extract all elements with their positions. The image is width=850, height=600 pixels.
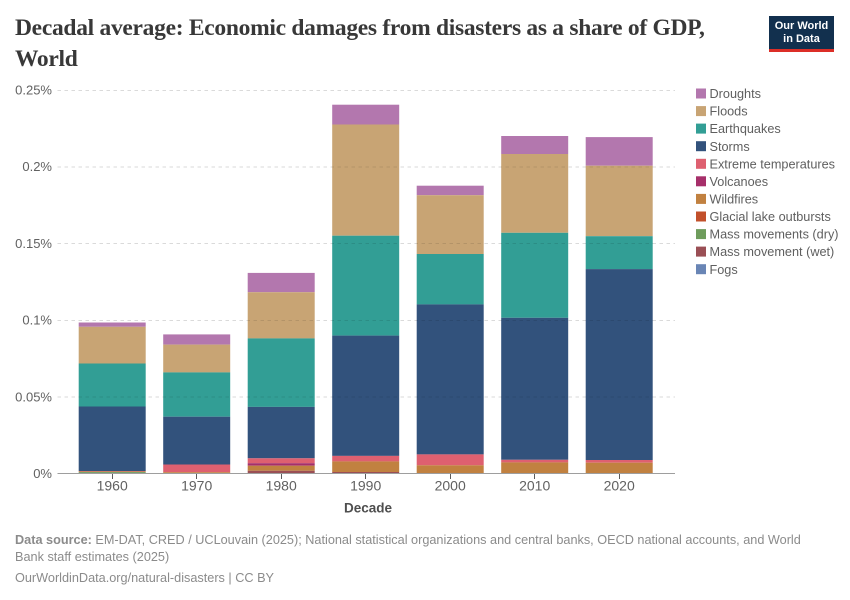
- svg-text:2020: 2020: [604, 478, 635, 494]
- svg-text:1980: 1980: [266, 478, 297, 494]
- svg-text:0.15%: 0.15%: [15, 236, 52, 251]
- svg-text:Glacial lake outbursts: Glacial lake outbursts: [710, 210, 831, 224]
- svg-text:Decade: Decade: [344, 501, 393, 516]
- svg-text:Extreme temperatures: Extreme temperatures: [710, 157, 836, 171]
- svg-text:1990: 1990: [350, 478, 381, 494]
- svg-text:Volcanoes: Volcanoes: [710, 175, 769, 189]
- svg-text:Wildfires: Wildfires: [710, 193, 759, 207]
- svg-text:2000: 2000: [435, 478, 466, 494]
- svg-text:Floods: Floods: [710, 105, 748, 119]
- svg-text:0.25%: 0.25%: [15, 83, 52, 98]
- svg-text:Droughts: Droughts: [710, 87, 761, 101]
- svg-text:Fogs: Fogs: [710, 263, 738, 277]
- svg-text:0.1%: 0.1%: [22, 313, 52, 328]
- svg-text:1960: 1960: [97, 478, 128, 494]
- svg-text:1970: 1970: [181, 478, 212, 494]
- svg-text:2010: 2010: [519, 478, 550, 494]
- svg-text:0%: 0%: [33, 466, 52, 481]
- svg-text:Storms: Storms: [710, 140, 750, 154]
- svg-text:Mass movements (dry): Mass movements (dry): [710, 228, 839, 242]
- svg-text:0.05%: 0.05%: [15, 389, 52, 404]
- svg-text:0.2%: 0.2%: [22, 159, 52, 174]
- svg-text:Earthquakes: Earthquakes: [710, 122, 781, 136]
- svg-text:Mass movement (wet): Mass movement (wet): [710, 245, 835, 259]
